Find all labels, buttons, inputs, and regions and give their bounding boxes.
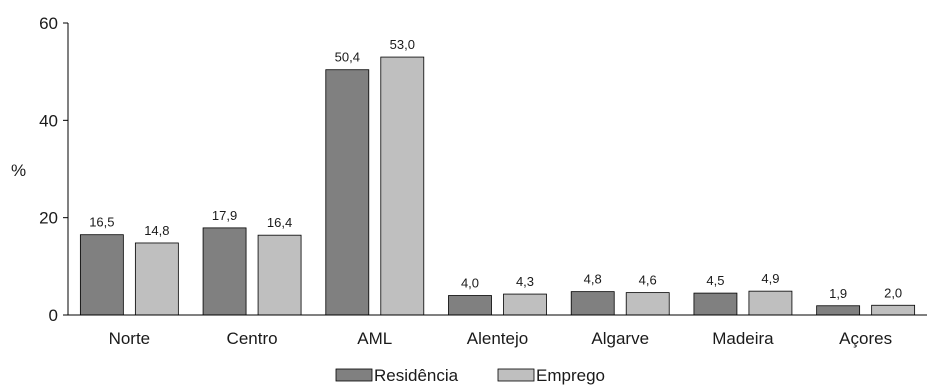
bar-residencia	[570, 291, 615, 316]
legend-swatch	[497, 368, 535, 382]
x-tick-label: Madeira	[712, 329, 774, 348]
data-label: 4,8	[584, 272, 602, 287]
bar-emprego	[380, 56, 425, 316]
x-tick-label: Alentejo	[467, 329, 528, 348]
x-axis: Norte Centro AML Alentejo Algarve Madeira Açor…	[68, 314, 927, 348]
legend-label: Residência	[374, 366, 459, 385]
bars: 16,5 14,8 17,9 16,4 50,4 53,0 4,0 4,3 4,8 4,6 4,5 4…	[79, 37, 916, 316]
legend-label: Emprego	[536, 366, 605, 385]
x-tick-label: Norte	[109, 329, 151, 348]
y-tick-label: 60	[39, 14, 58, 33]
x-tick-label: Centro	[227, 329, 278, 348]
bar-emprego	[503, 293, 547, 316]
y-tick-label: 40	[39, 111, 58, 130]
bar-emprego	[748, 290, 793, 316]
x-tick-label: Algarve	[591, 329, 649, 348]
bar-emprego	[257, 234, 302, 316]
bar-residencia	[325, 69, 370, 316]
bar-residencia	[693, 292, 738, 316]
data-label: 4,9	[761, 271, 779, 286]
bar-residencia	[202, 227, 247, 316]
data-label: 4,5	[706, 273, 724, 288]
data-label: 4,0	[461, 276, 479, 291]
bar-emprego	[625, 292, 670, 316]
data-label: 14,8	[144, 223, 169, 238]
data-label: 53,0	[390, 37, 415, 52]
data-label: 1,9	[829, 286, 847, 301]
bar-residencia	[79, 234, 124, 316]
x-tick-label: Açores	[839, 329, 892, 348]
bar-emprego	[871, 304, 916, 316]
y-tick-label: 0	[49, 306, 58, 325]
y-axis-label: %	[11, 161, 26, 180]
data-label: 4,3	[516, 274, 534, 289]
y-tick-label: 20	[39, 209, 58, 228]
data-label: 17,9	[212, 208, 237, 223]
bar-emprego	[134, 242, 179, 316]
legend: Residência Emprego	[335, 366, 605, 385]
legend-swatch	[335, 368, 373, 382]
data-label: 2,0	[884, 285, 902, 300]
data-label: 50,4	[335, 50, 360, 65]
bar-residencia	[448, 295, 492, 316]
data-label: 16,4	[267, 215, 292, 230]
x-tick-label: AML	[357, 329, 392, 348]
data-label: 16,5	[89, 215, 114, 230]
data-label: 4,6	[639, 273, 657, 288]
bar-residencia	[816, 305, 861, 316]
y-axis: 0 20 40 60	[39, 14, 69, 325]
